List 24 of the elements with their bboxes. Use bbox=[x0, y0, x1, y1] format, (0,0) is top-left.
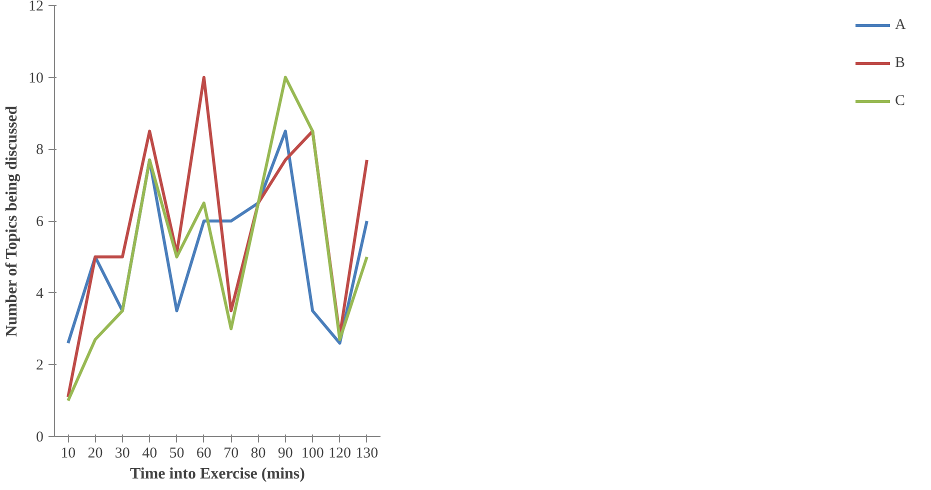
x-tick-label: 60 bbox=[196, 446, 212, 462]
y-tick-label: 2 bbox=[36, 358, 44, 374]
x-tick-label: 30 bbox=[114, 446, 130, 462]
x-tick-label: 130 bbox=[356, 446, 378, 462]
x-tick-label: 50 bbox=[169, 446, 184, 462]
y-tick-label: 12 bbox=[28, 0, 44, 14]
x-tick-label: 80 bbox=[250, 446, 266, 462]
x-tick-label: 100 bbox=[301, 446, 324, 462]
x-tick-label: 120 bbox=[328, 446, 351, 462]
y-tick-label: 4 bbox=[36, 286, 44, 302]
legend-label: B bbox=[895, 54, 906, 72]
legend-label: A bbox=[895, 16, 907, 34]
x-tick-label: 10 bbox=[60, 446, 76, 462]
x-tick-label: 70 bbox=[224, 446, 239, 462]
y-axis-title: Number of Topics being discussed bbox=[4, 106, 20, 337]
y-tick-label: 10 bbox=[28, 70, 44, 86]
x-axis-title: Time into Exercise (mins) bbox=[130, 466, 305, 482]
y-tick-label: 8 bbox=[36, 142, 44, 158]
y-tick-label: 0 bbox=[36, 430, 44, 446]
x-tick-label: 20 bbox=[88, 446, 103, 462]
x-tick-label: 90 bbox=[278, 446, 293, 462]
x-tick-label: 40 bbox=[142, 446, 158, 462]
y-tick-label: 6 bbox=[36, 214, 44, 230]
legend-label: C bbox=[895, 92, 906, 110]
